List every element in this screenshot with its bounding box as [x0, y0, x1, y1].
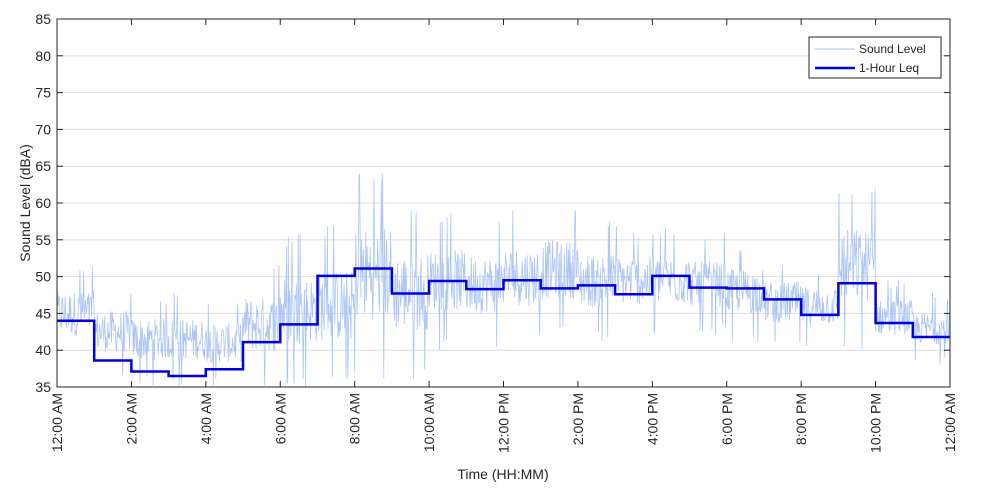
y-tick-label: 75	[35, 85, 51, 101]
x-tick-label: 6:00 PM	[719, 393, 735, 445]
x-tick-label: 6:00 AM	[272, 393, 288, 444]
sound-level-series	[56, 173, 950, 387]
y-tick-label: 65	[35, 158, 51, 174]
x-tick-label: 8:00 PM	[793, 393, 809, 445]
x-tick-label: 2:00 AM	[123, 393, 139, 444]
y-tick-label: 60	[35, 195, 51, 211]
legend-label-sound-level: Sound Level	[859, 42, 926, 56]
y-axis-label: Sound Level (dBA)	[17, 144, 33, 262]
y-tick-label: 70	[35, 121, 51, 137]
y-axis: 35 40 45 50 55 60 65 70 75 80 85	[35, 11, 950, 395]
x-axis-label: Time (HH:MM)	[457, 466, 548, 482]
y-tick-label: 45	[35, 305, 51, 321]
y-tick-label: 35	[35, 379, 51, 395]
x-tick-label: 12:00 PM	[496, 393, 512, 453]
x-tick-label: 12:00 AM	[49, 393, 65, 452]
leq-step-line	[57, 267, 950, 378]
x-tick-label: 8:00 AM	[347, 393, 363, 444]
legend: Sound Level 1-Hour Leq	[808, 36, 942, 79]
x-tick-label: 10:00 PM	[868, 393, 884, 453]
legend-box	[808, 36, 942, 79]
y-tick-label: 55	[35, 232, 51, 248]
legend-label-leq: 1-Hour Leq	[859, 61, 919, 75]
x-tick-label: 4:00 AM	[198, 393, 214, 444]
y-tick-label: 85	[35, 11, 51, 27]
sound-level-line	[56, 173, 950, 387]
x-tick-label: 2:00 PM	[570, 393, 586, 445]
x-tick-label: 10:00 AM	[421, 393, 437, 452]
x-axis: 12:00 AM 2:00 AM 4:00 AM 6:00 AM 8:00 AM 10:0…	[49, 19, 958, 453]
y-tick-label: 80	[35, 48, 51, 64]
leq-series	[57, 267, 950, 378]
y-tick-label: 40	[35, 342, 51, 358]
y-tick-label: 50	[35, 269, 51, 285]
x-tick-label: 4:00 PM	[644, 393, 660, 445]
x-tick-label: 12:00 AM	[942, 393, 958, 452]
